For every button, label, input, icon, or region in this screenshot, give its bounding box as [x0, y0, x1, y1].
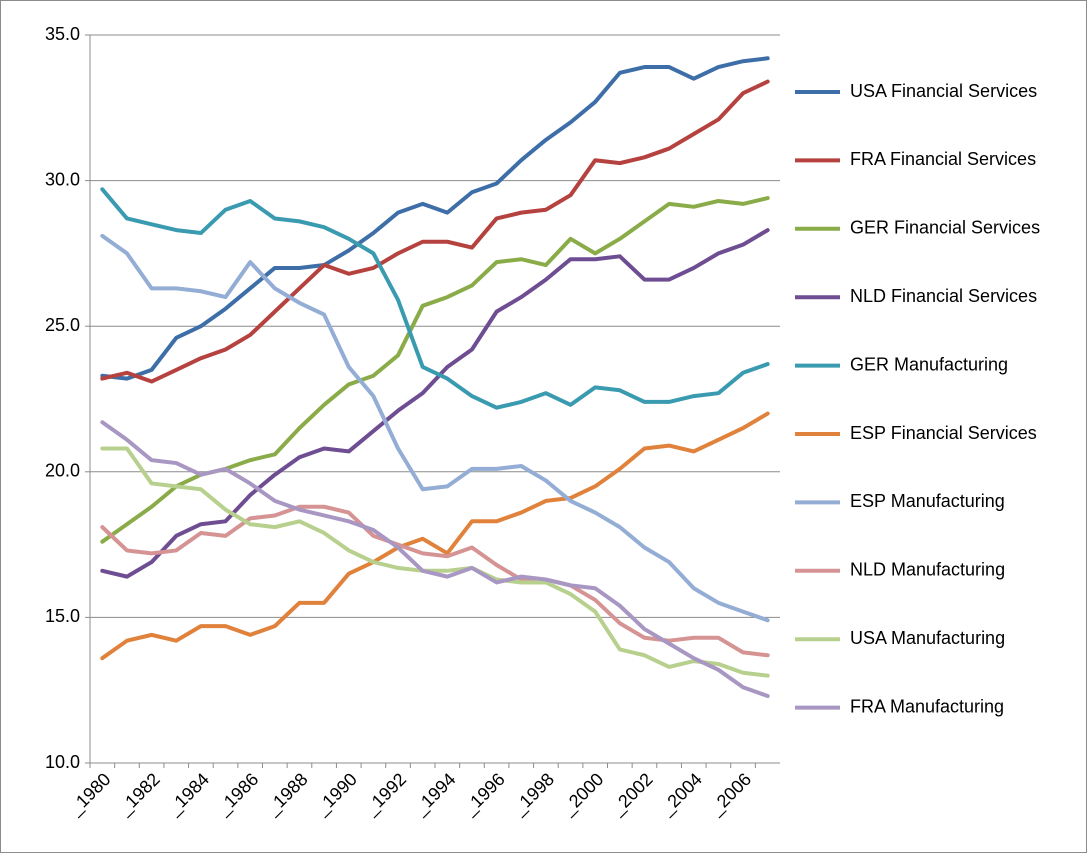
legend-label: NLD Manufacturing: [850, 560, 1005, 580]
line-series: [100, 228, 770, 579]
legend-label: ESP Financial Services: [850, 423, 1037, 443]
y-tick-label: 30.0: [45, 169, 80, 189]
y-tick-label: 15.0: [45, 606, 80, 626]
line-series: [100, 411, 770, 661]
y-tick-label: 25.0: [45, 315, 80, 335]
legend-label: FRA Manufacturing: [850, 696, 1004, 716]
y-tick-label: 35.0: [45, 24, 80, 44]
legend-label: FRA Financial Services: [850, 149, 1036, 169]
legend-label: USA Manufacturing: [850, 628, 1005, 648]
y-tick-label: 20.0: [45, 461, 80, 481]
line-series: [100, 420, 770, 699]
legend-label: ESP Manufacturing: [850, 491, 1005, 511]
legend-label: NLD Financial Services: [850, 286, 1037, 306]
legend-label: GER Financial Services: [850, 218, 1040, 238]
line-series: [100, 446, 770, 678]
legend-label: USA Financial Services: [850, 81, 1037, 101]
y-tick-label: 10.0: [45, 752, 80, 772]
line-series: [100, 504, 770, 658]
line-series: [100, 56, 770, 381]
line-series: [100, 187, 770, 410]
line-series: [100, 233, 770, 623]
legend-label: GER Manufacturing: [850, 354, 1008, 374]
line-series: [100, 79, 770, 384]
